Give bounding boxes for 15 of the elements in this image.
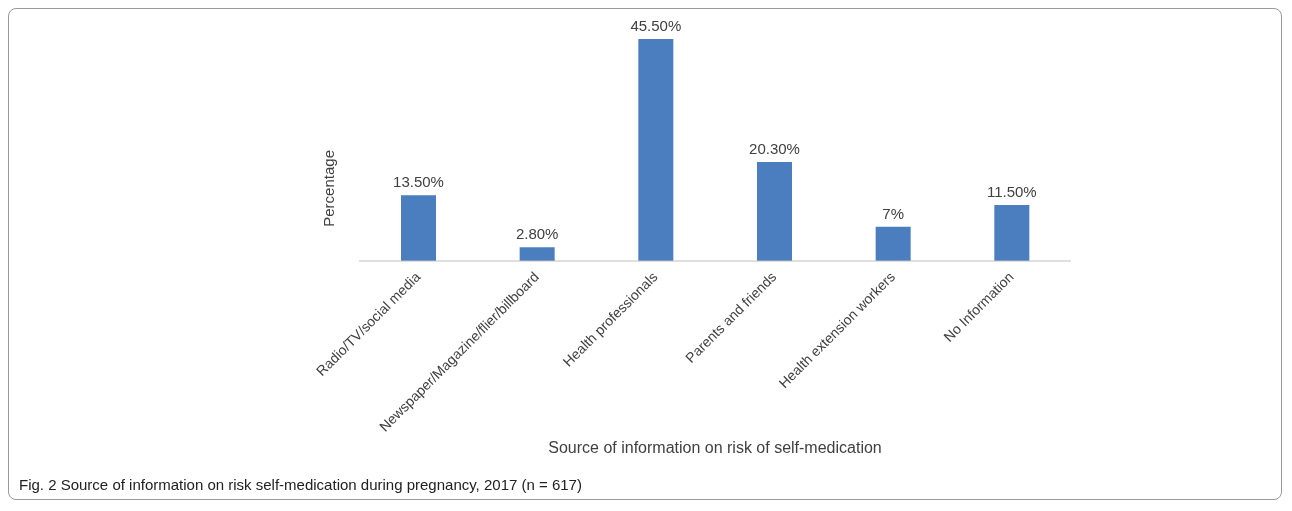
bar <box>757 161 792 261</box>
bar <box>519 247 555 261</box>
data-label: 20.30% <box>749 139 800 157</box>
data-label: 7% <box>882 204 905 222</box>
data-label: 45.50% <box>630 17 682 34</box>
data-label: 2.80% <box>515 225 559 243</box>
bar <box>638 39 674 261</box>
bar <box>994 204 1030 261</box>
y-axis-title: Percentage <box>320 150 338 227</box>
caption: Fig. 2 Source of information on risk self-medication during pregnancy, 2017 (n = 617) <box>19 476 582 493</box>
data-label: 11.50% <box>986 182 1037 200</box>
bar <box>875 226 911 261</box>
data-label: 13.50% <box>393 173 444 191</box>
x-axis-title: Source of information on risk of self-medication <box>548 439 882 456</box>
bar <box>401 195 436 261</box>
